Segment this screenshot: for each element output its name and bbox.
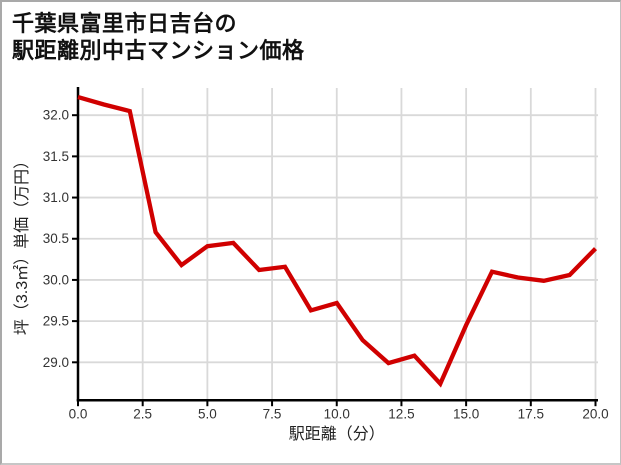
x-tick-label: 20.0 [582,407,608,422]
x-tick-label: 17.5 [518,407,544,422]
y-tick-label: 30.0 [43,272,69,287]
x-tick-label: 12.5 [388,407,414,422]
x-axis-label: 駅距離（分） [289,425,385,443]
y-tick-label: 30.5 [43,231,69,246]
x-tick-label: 10.0 [324,407,350,422]
y-axis-label: 坪（3.3㎡）単価（万円） [13,153,31,335]
chart-title-line1: 千葉県富里市日吉台の [12,11,238,36]
y-tick-label: 31.5 [43,149,69,164]
y-tick-label: 29.0 [43,355,69,370]
chart-title: 千葉県富里市日吉台の 駅距離別中古マンション価格 [12,10,305,64]
x-tick-label: 0.0 [69,407,88,422]
x-tick-label: 5.0 [198,407,217,422]
y-tick-label: 32.0 [43,108,69,123]
x-tick-label: 7.5 [263,407,282,422]
x-tick-label: 2.5 [133,407,152,422]
y-tick-label: 29.5 [43,314,69,329]
chart-title-line2: 駅距離別中古マンション価格 [12,38,305,63]
y-tick-label: 31.0 [43,190,69,205]
x-tick-label: 15.0 [453,407,479,422]
price-line [77,95,598,388]
